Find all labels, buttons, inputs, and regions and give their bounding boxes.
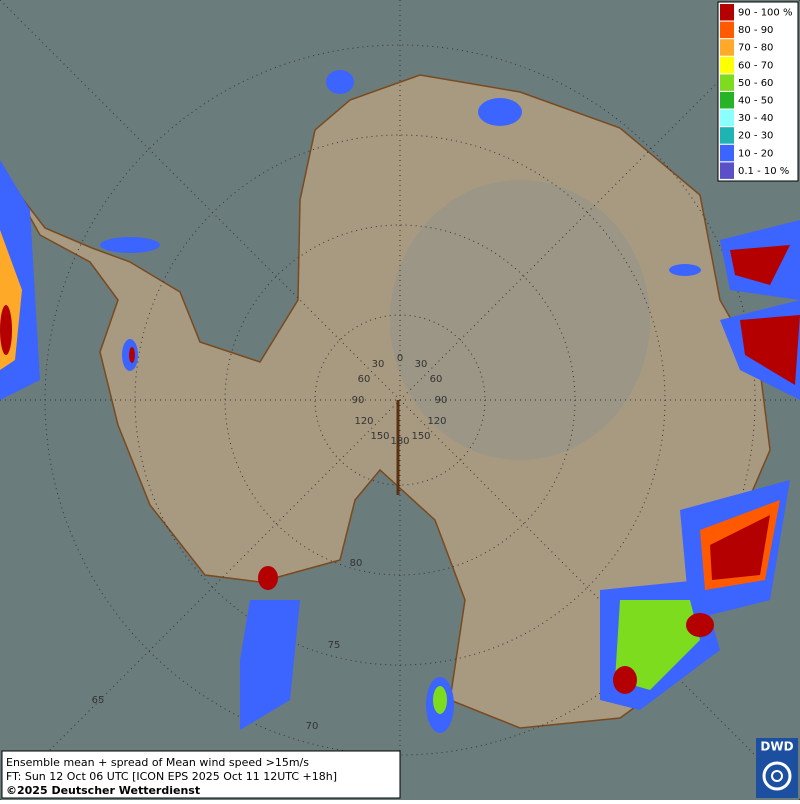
plateau <box>390 180 650 460</box>
meridian-label: 90 <box>435 395 448 406</box>
latitude-label: 80 <box>350 558 363 569</box>
legend-swatch <box>720 144 734 162</box>
info-line: Ensemble mean + spread of Mean wind spee… <box>6 756 309 769</box>
legend-swatch <box>720 56 734 74</box>
legend-swatch <box>720 4 734 21</box>
meridian-label: 150 <box>411 431 430 442</box>
latitude-label: 65 <box>92 695 105 706</box>
legend-label: 90 - 100 % <box>738 8 792 19</box>
meridian-label: 60 <box>430 374 443 385</box>
meridian-label: 0 <box>397 353 403 364</box>
meridian-label: 120 <box>427 416 446 427</box>
meridian-label: 150 <box>370 431 389 442</box>
legend-swatch <box>720 92 734 109</box>
info-box: Ensemble mean + spread of Mean wind spee… <box>1 750 401 799</box>
legend-swatch <box>720 39 734 56</box>
legend-swatch <box>720 127 734 144</box>
legend-label: 10 - 20 <box>738 148 773 159</box>
logo-text: DWD <box>760 740 793 754</box>
logo-icon <box>771 770 783 782</box>
wind-blobs <box>0 70 800 733</box>
legend-swatch <box>720 162 734 179</box>
logo: DWD <box>756 738 798 798</box>
legend-swatch <box>720 21 734 39</box>
meridian-label: 60 <box>358 374 371 385</box>
latitude-label: 75 <box>328 640 341 651</box>
logo-icon <box>762 761 792 791</box>
legend-label: 20 - 30 <box>738 131 773 142</box>
legend-label: 0.1 - 10 % <box>738 166 789 177</box>
legend-swatch <box>720 74 734 91</box>
legend-label: 70 - 80 <box>738 43 773 54</box>
meridian-label: 30 <box>415 359 428 370</box>
legend-swatch <box>720 109 734 127</box>
meridian-label: 120 <box>354 416 373 427</box>
meridian-label: 30 <box>372 359 385 370</box>
legend-label: 60 - 70 <box>738 60 773 71</box>
legend-label: 40 - 50 <box>738 96 773 107</box>
legend: 90 - 100 % 80 - 90 70 - 80 60 - 70 50 - 60 40… <box>717 1 799 182</box>
legend-label: 30 - 40 <box>738 113 773 124</box>
info-background <box>1 750 401 799</box>
meridian-label: 90 <box>352 395 365 406</box>
info-line: ©2025 Deutscher Wetterdienst <box>6 784 200 797</box>
latitude-label: 70 <box>306 721 319 732</box>
meridian-label: 180 <box>390 436 409 447</box>
info-line: FT: Sun 12 Oct 06 UTC [ICON EPS 2025 Oct… <box>6 770 337 783</box>
legend-label: 80 - 90 <box>738 25 773 36</box>
legend-label: 50 - 60 <box>738 78 773 89</box>
